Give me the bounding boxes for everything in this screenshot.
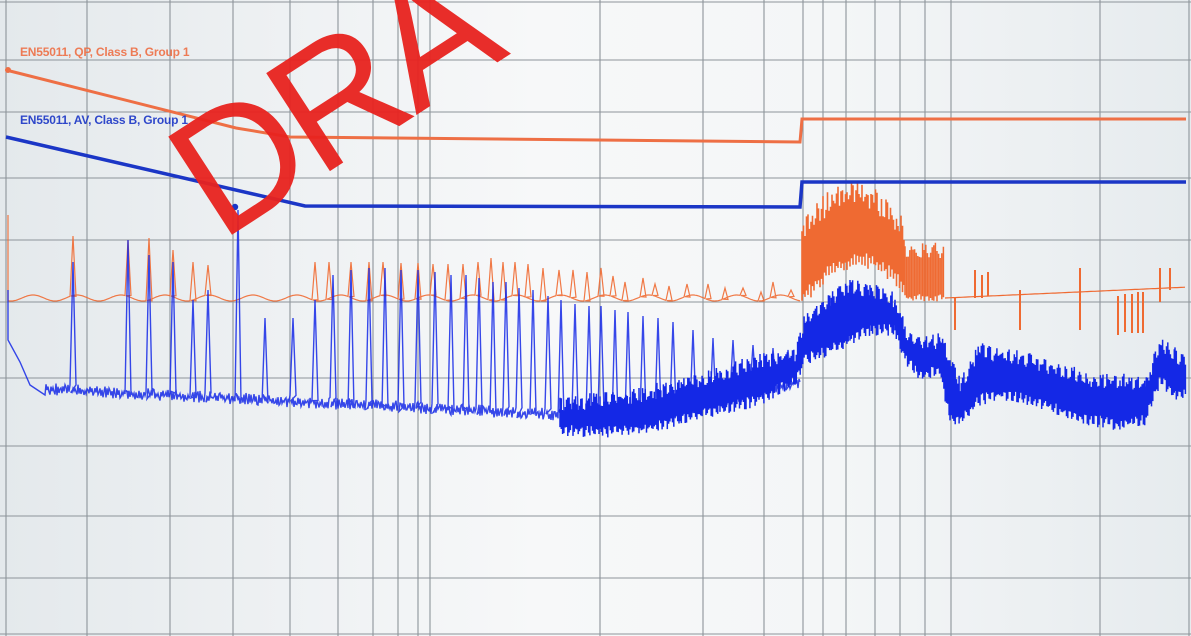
qp-trace-tail bbox=[944, 286, 1186, 299]
qp-limit-line bbox=[5, 68, 1186, 144]
av-trace-dense bbox=[559, 280, 1187, 438]
qp-trace-low bbox=[7, 215, 801, 302]
qp-trace-burst bbox=[801, 180, 905, 301]
legend-label-qp-limit: EN55011, QP, Class B, Group 1 bbox=[20, 45, 190, 59]
av-measurement-trace bbox=[7, 209, 1187, 438]
qp-trace-burst-tail bbox=[904, 242, 945, 302]
legend-label-av-limit: EN55011, AV, Class B, Group 1 bbox=[20, 113, 188, 127]
qp-limit-marker bbox=[5, 67, 11, 73]
av-limit-line bbox=[5, 135, 1186, 209]
limit-lines bbox=[5, 67, 1186, 211]
av-limit-marker bbox=[231, 203, 239, 211]
qp-measurement-trace bbox=[7, 180, 1186, 335]
